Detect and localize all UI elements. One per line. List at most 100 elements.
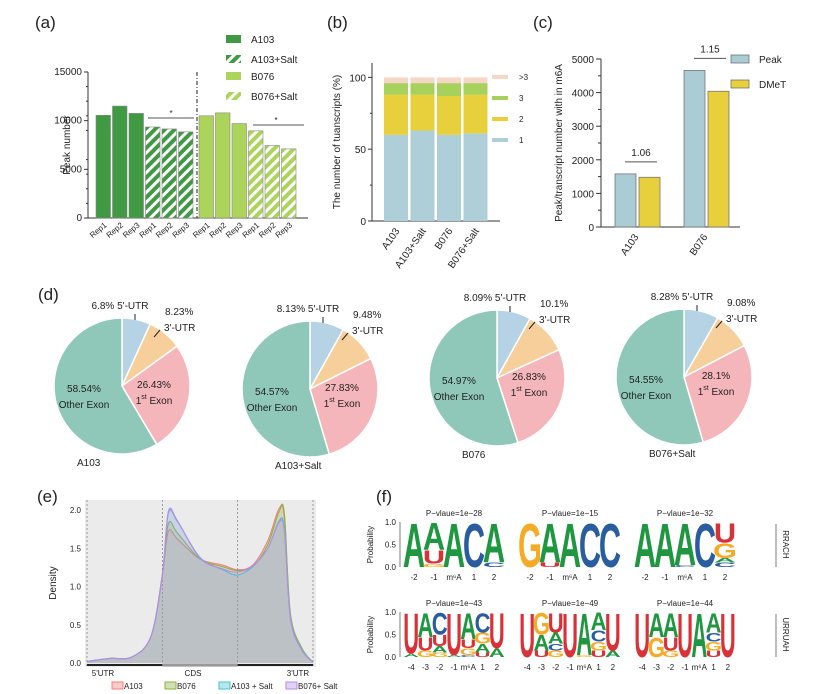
y-tick-label: 0.5 — [385, 631, 397, 640]
bar — [638, 176, 661, 228]
stacked-bar-segment — [437, 96, 461, 135]
legend-swatch — [285, 681, 298, 690]
y-axis-title: The number of tuanscripts (%) — [332, 75, 343, 210]
pie-label-3utr-value: 10.1% — [540, 299, 568, 310]
y-axis-title: Probability — [366, 526, 375, 563]
position-label: m⁶A — [577, 663, 593, 672]
y-tick-label: 5000 — [572, 55, 595, 66]
logo-letter-C: C — [674, 565, 697, 568]
stacked-bar-segment — [410, 130, 435, 221]
position-label: 1 — [596, 663, 601, 672]
y-axis-title: Peak number — [62, 115, 73, 175]
logo-letter-A: A — [460, 606, 476, 647]
pie-label-5utr: 8.13% 5'-UTR — [277, 304, 340, 315]
x-tick-label: Rep1 — [138, 220, 159, 240]
legend-label: A103 — [124, 682, 143, 691]
ratio-label: 1.06 — [631, 148, 651, 159]
logo-letter-A: A — [714, 557, 736, 564]
logo-letter-A: A — [475, 641, 491, 655]
pie-label-1st-exon-value: 26.83% — [512, 372, 546, 383]
logo-letter-U: U — [605, 602, 621, 662]
y-tick-label: 2000 — [572, 156, 595, 167]
pie-label-3utr: 3'-UTR — [352, 326, 383, 337]
position-label: m⁶A — [692, 663, 708, 672]
logo-letter-U: U — [548, 608, 564, 639]
chart-motif-logos: 0.00.51.0ProbabilityP−vlaue=1e−28A-2GUA-… — [366, 509, 790, 672]
p-value-label: P−vlaue=1e−43 — [426, 599, 483, 608]
logo-letter-U: U — [519, 601, 535, 670]
significance-star: * — [169, 109, 172, 118]
pie-label-5utr: 8.09% 5'-UTR — [464, 293, 527, 304]
legend-swatch — [226, 55, 241, 63]
x-tick-label: B076 — [688, 232, 711, 258]
logo-letter-G: G — [547, 649, 564, 659]
pie-leader — [341, 332, 349, 341]
logo-letter-G: G — [518, 513, 542, 581]
position-label: -2 — [641, 573, 649, 582]
bar — [215, 112, 231, 219]
logo-letter-U: U — [446, 603, 462, 668]
p-value-label: P−vlaue=1e−49 — [542, 599, 599, 608]
position-label: 2 — [492, 573, 497, 582]
logo-letter-A: A — [403, 513, 425, 581]
legend-swatch — [226, 92, 241, 100]
panel-label-d: (d) — [38, 285, 59, 304]
legend-label: A103+Salt — [251, 55, 298, 66]
stacked-bar-segment — [437, 134, 461, 221]
logo-letter-A: A — [483, 512, 505, 575]
chart-pies: 6.8% 5'-UTR 8.23% 3'-UTR 26.43% 1st Exon 58.5… — [53, 292, 757, 472]
x-tick-label: Rep2 — [154, 220, 175, 240]
pie-title: B076+Salt — [649, 449, 696, 460]
x-tick-label: Rep3 — [224, 220, 245, 240]
position-label: 2 — [611, 663, 616, 672]
y-tick-label: 100 — [349, 73, 366, 84]
y-tick-label: 0 — [588, 223, 594, 234]
pie-label-3utr-value: 8.23% — [165, 307, 193, 318]
plot-background — [85, 500, 316, 667]
pie-leader — [715, 320, 723, 329]
p-value-label: P−vlaue=1e−28 — [426, 509, 483, 518]
pie-label-other-exon: Other Exon — [247, 403, 298, 414]
stacked-bar-segment — [463, 77, 488, 84]
panel-label-c: (c) — [533, 13, 553, 32]
logo-letter-G: G — [648, 633, 665, 664]
pie-slice — [683, 344, 753, 444]
y-tick-label: 0 — [360, 217, 366, 228]
density-area — [87, 508, 313, 663]
legend-label: DMeT — [759, 80, 786, 91]
legend-label: Peak — [759, 55, 783, 66]
y-tick-label: 1.5 — [70, 544, 82, 553]
logo-letter-C: C — [460, 654, 476, 657]
x-tick-label: Rep2 — [105, 220, 126, 240]
logo-letter-A: A — [533, 630, 549, 655]
y-tick-label: 1.0 — [70, 583, 82, 592]
group-label: URRUAH — [781, 617, 790, 651]
legend-swatch — [492, 117, 508, 121]
pie-label-1st-exon-value: 26.43% — [137, 380, 171, 391]
region-label: 5'UTR — [92, 669, 115, 678]
panel-label-a: (a) — [35, 13, 56, 32]
logo-letter-G: G — [713, 538, 737, 562]
chart-density: 0.0 0.5 1.0 1.5 2.0 Density 5'UTR CDS 3'UTR A103 B… — [48, 500, 338, 691]
legend-label: B076+ Salt — [298, 682, 338, 691]
y-tick-label: 5000 — [60, 164, 83, 175]
legend-label: B076 — [251, 72, 275, 83]
logo-letter-U: U — [460, 637, 476, 651]
y-tick-label: 0.5 — [70, 621, 82, 630]
y-tick-label: 0.0 — [385, 563, 397, 572]
region-label: 3'UTR — [287, 669, 310, 678]
position-label: -2 — [410, 573, 418, 582]
bar — [614, 173, 637, 228]
density-area — [87, 509, 313, 663]
x-tick-label: A103 — [380, 226, 403, 252]
x-tick-label: Rep1 — [191, 220, 212, 240]
logo-letter-C: C — [475, 608, 491, 639]
position-label: -3 — [538, 663, 546, 672]
logo-letter-U: U — [533, 649, 549, 659]
logo-letter-U: U — [432, 633, 448, 650]
pie-label-1st-exon: 1st Exon — [136, 394, 173, 407]
legend-swatch — [111, 681, 124, 690]
logo-letter-C: C — [714, 561, 736, 568]
bar — [264, 145, 280, 219]
